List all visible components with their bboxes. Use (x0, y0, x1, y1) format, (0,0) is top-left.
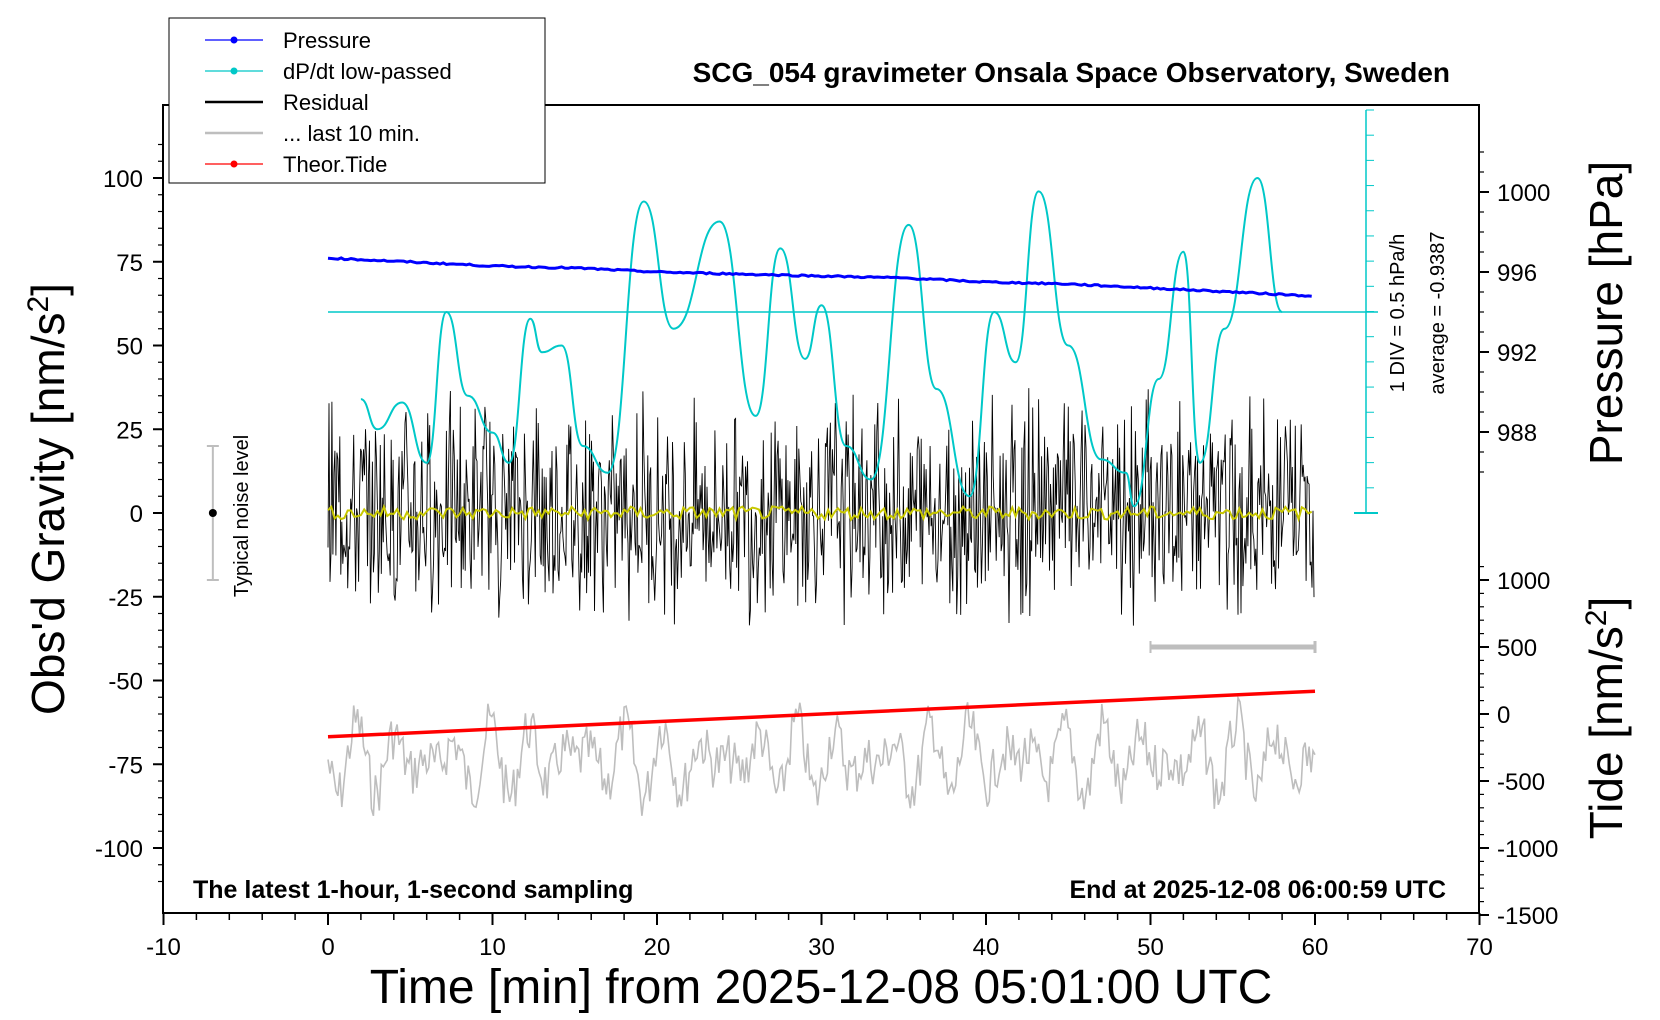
left-axis-label: Obs'd Gravity [nm/s2] (22, 283, 74, 715)
footer-left: The latest 1-hour, 1-second sampling (193, 876, 633, 904)
left-tick-label: 100 (103, 166, 143, 193)
left-tick-label: -100 (95, 836, 143, 863)
tide-axis-ticks: 1000 500 0 -500 -1000 -1500 (1479, 565, 1558, 930)
footer-right: End at 2025-12-08 06:00:59 UTC (1069, 876, 1446, 904)
residual-trace (327, 388, 1315, 626)
dpdt-trace (360, 176, 1284, 508)
x-tick-label: 50 (1137, 934, 1164, 961)
dpdt-scale-line1: 1 DIV = 0.5 hPa/h (1387, 234, 1409, 392)
legend-marker (230, 67, 238, 75)
series-layer (206, 109, 1378, 817)
pressure-tick-label: 988 (1497, 420, 1537, 447)
legend-marker (230, 36, 238, 44)
x-tick-label: 20 (644, 934, 671, 961)
left-tick-label: 50 (116, 334, 143, 361)
left-tick-label: -50 (108, 669, 143, 696)
tide-trace (327, 689, 1316, 739)
noise-level-label: Typical noise level (231, 435, 253, 597)
legend-label: ... last 10 min. (283, 121, 420, 146)
residual-smoothed-trace (327, 503, 1313, 523)
tide-tick-label: 500 (1497, 635, 1537, 662)
pressure-tick-label: 996 (1497, 260, 1537, 287)
x-tick-label: 40 (973, 934, 1000, 961)
last-10-min-trace (327, 694, 1316, 817)
chart-title: SCG_054 gravimeter Onsala Space Observat… (693, 57, 1450, 88)
pressure-axis-label: Pressure [hPa] (1580, 161, 1632, 465)
pressure-tick-label: 1000 (1497, 180, 1550, 207)
tide-tick-label: -1000 (1497, 836, 1558, 863)
left-axis-ticks: 100 75 50 25 0 -25 -50 -75 -100 (95, 143, 163, 883)
dpdt-scale-line2: average = -0.9387 (1427, 232, 1449, 395)
legend-label: Theor.Tide (283, 152, 387, 177)
legend-label: Residual (283, 90, 369, 115)
pressure-axis-ticks: 1000 996 992 988 (1479, 151, 1550, 473)
x-axis-ticks: -10 0 10 20 30 40 50 60 70 (146, 913, 1493, 961)
x-tick-label: -10 (146, 934, 181, 961)
x-tick-label: 70 (1466, 934, 1493, 961)
x-tick-label: 10 (479, 934, 506, 961)
x-tick-label: 30 (808, 934, 835, 961)
pressure-trace (327, 256, 1312, 298)
x-axis-label: Time [min] from 2025-12-08 05:01:00 UTC (370, 961, 1273, 1014)
left-tick-label: 75 (116, 250, 143, 277)
noise-bar-center (208, 509, 217, 517)
tide-tick-label: 1000 (1497, 568, 1550, 595)
left-tick-label: 0 (130, 501, 143, 528)
x-tick-label: 60 (1302, 934, 1329, 961)
tide-axis-label: Tide [nm/s2] (1580, 597, 1632, 840)
left-tick-label: 25 (116, 417, 143, 444)
left-tick-label: -25 (108, 585, 143, 612)
legend-label: Pressure (283, 28, 371, 53)
left-tick-label: -75 (108, 752, 143, 779)
legend-label: dP/dt low-passed (283, 59, 452, 84)
pressure-tick-label: 992 (1497, 340, 1537, 367)
tide-tick-label: -500 (1497, 769, 1545, 796)
plot-frame (162, 104, 1480, 914)
tide-tick-label: 0 (1497, 702, 1510, 729)
x-tick-label: 0 (321, 934, 334, 961)
legend: Pressure dP/dt low-passed Residual ... last… (168, 17, 546, 184)
legend-box (168, 17, 546, 184)
legend-marker (230, 160, 238, 168)
tide-tick-label: -1500 (1497, 903, 1558, 930)
